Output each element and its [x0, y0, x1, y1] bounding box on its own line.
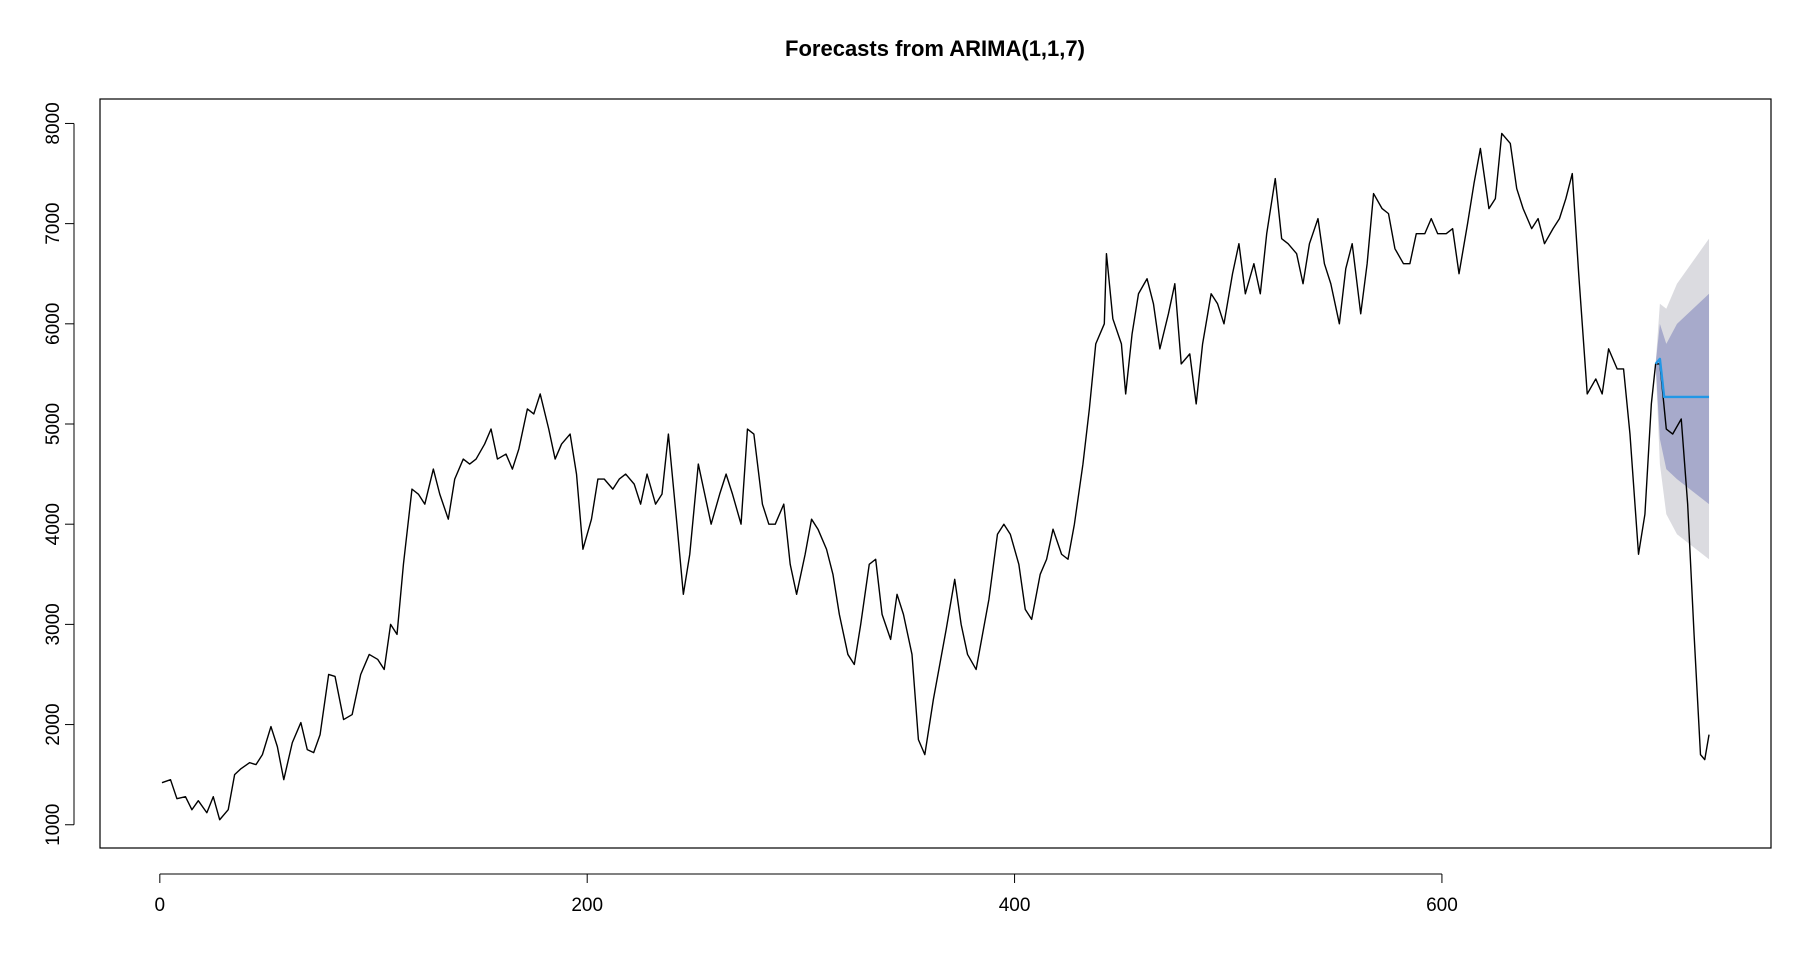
y-tick-label: 6000 [43, 303, 64, 345]
y-tick-label: 7000 [43, 202, 64, 244]
y-tick-label: 3000 [43, 603, 64, 645]
y-tick-label: 5000 [43, 403, 64, 445]
series-line [161, 132, 1710, 821]
x-tick-label: 400 [999, 895, 1031, 916]
x-tick-label: 200 [571, 895, 603, 916]
y-tick-label: 1000 [43, 804, 64, 846]
series-line [1654, 357, 1710, 399]
y-tick-label: 4000 [43, 503, 64, 545]
x-tick-label: 600 [1426, 895, 1458, 916]
chart-title: Forecasts from ARIMA(1,1,7) [785, 36, 1085, 61]
y-tick-label: 2000 [43, 703, 64, 745]
y-tick-label: 8000 [43, 102, 64, 144]
interval-band [1655, 293, 1710, 505]
plot-box [99, 98, 1772, 849]
x-tick-label: 0 [155, 895, 166, 916]
